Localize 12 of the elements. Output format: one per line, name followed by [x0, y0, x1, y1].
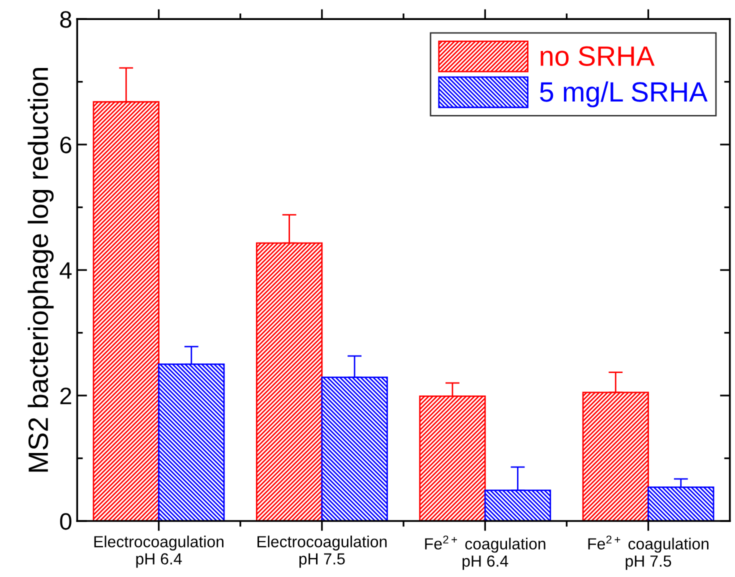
- y-axis-title: MS2 bacteriophage log reduction: [28, 68, 54, 472]
- y-tick-label: 6: [60, 136, 72, 154]
- legend-label: 5 mg/L SRHA: [540, 81, 708, 108]
- y-tick-label: 8: [60, 11, 72, 28]
- x-tick-label: Electrocoagulation pH 6.4: [94, 536, 224, 568]
- y-tick-label: 0: [60, 513, 72, 530]
- legend-label: no SRHA: [540, 46, 655, 66]
- x-tick-label: Electrocoagulation pH 7.5: [258, 536, 387, 568]
- y-tick-label: 2: [60, 388, 72, 404]
- x-tick-label: Fe$^{2+}$ coagulation pH 7.5: [588, 536, 708, 570]
- y-tick-label: 4: [60, 262, 72, 279]
- x-tick-label: Fe$^{2+}$ coagulation pH 6.4: [425, 536, 546, 570]
